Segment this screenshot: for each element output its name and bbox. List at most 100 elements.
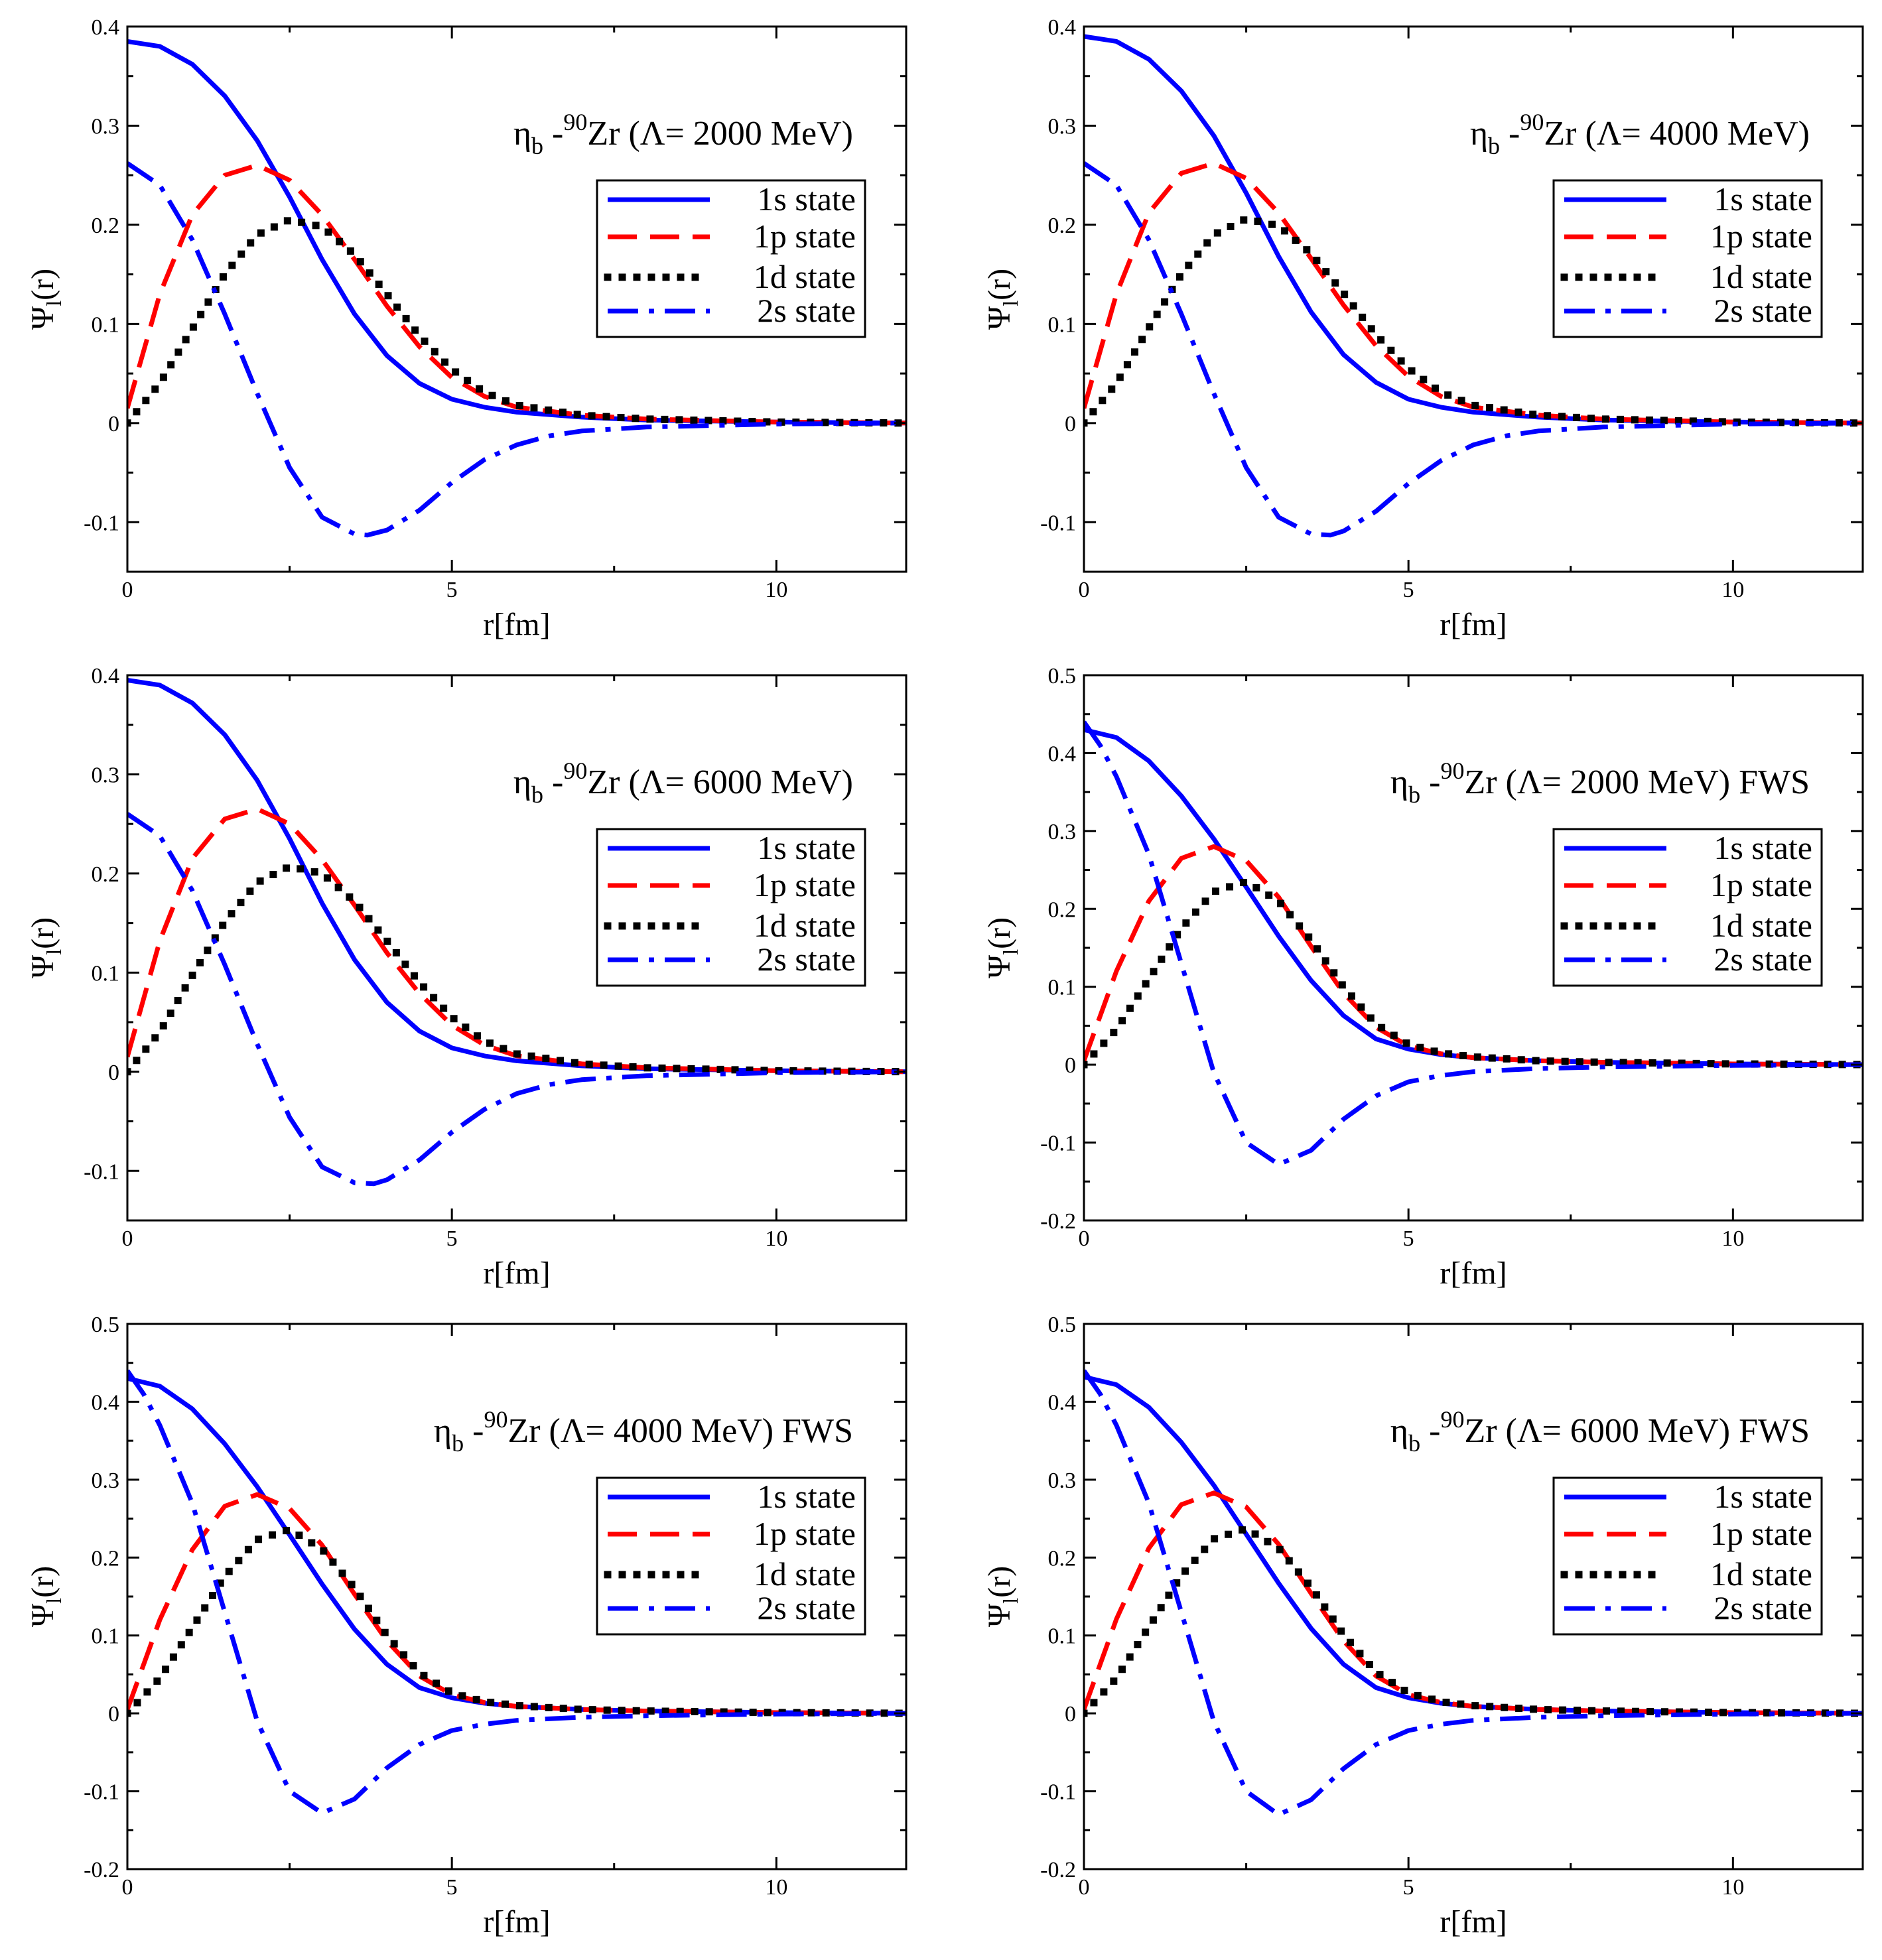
y-tick-label: 0.2 [92,1546,120,1571]
y-axis-label: Ψl(r) [25,917,66,978]
y-tick-label: 0.5 [92,1313,120,1337]
x-tick-label: 5 [1403,578,1414,602]
x-tick-label: 5 [1403,1875,1414,1900]
x-axis-label: r[fm] [483,1256,550,1291]
x-tick-label: 0 [1079,1226,1090,1251]
legend-label-1d: 1d state [1710,1555,1812,1593]
legend-label-1s: 1s state [1714,180,1812,218]
y-tick-label: -0.1 [1040,511,1076,535]
chart-panel-1: 0 5 10 -0.1 0 0.1 0.2 0.3 0.4 r[fm] Ψl(r) ηb -90Zr … [25,15,907,642]
series-line-2s [1084,161,1863,538]
legend-box [1552,1476,1823,1636]
series-line-2s [127,161,906,538]
x-tick-label: 5 [446,1875,458,1900]
y-axis-label: Ψl(r) [982,917,1022,978]
legend-box [596,1476,866,1636]
series-line-2s [127,812,906,1187]
y-axis-label: Ψl(r) [982,269,1022,330]
y-tick-label: -0.2 [1040,1209,1076,1234]
legend-box [596,828,866,987]
chart-panel-6: 0 5 10 -0.2 -0.1 0 0.1 0.2 0.3 0.4 0.5 r[fm] Ψl(r) ηb… [982,1313,1864,1939]
series-line-2s [1084,1369,1863,1817]
y-axis-label: Ψl(r) [25,269,66,330]
chart-panel-2: 0 5 10 -0.1 0 0.1 0.2 0.3 0.4 r[fm] Ψl(r) ηb -90Zr … [982,15,1864,642]
x-tick-label: 0 [1079,578,1090,602]
y-tick-label: 0.2 [1048,897,1077,922]
y-tick-label: 0.4 [92,1390,120,1415]
plot-frame [1083,25,1864,573]
y-tick-label: 0.3 [92,114,120,139]
x-tick-label: 10 [765,1226,787,1251]
y-tick-label: 0.1 [92,1624,120,1649]
legend-label-1p: 1p state [754,1515,856,1552]
y-tick-label: 0.1 [92,961,120,986]
x-axis-label: r[fm] [1440,1904,1507,1939]
legend-label-1d: 1d state [754,1555,856,1593]
panel-title: ηb -90Zr (Λ= 6000 MeV) FWS [1390,1406,1810,1457]
legend-label-1d: 1d state [1710,258,1812,295]
series-line-1d [1084,878,1863,1070]
series-line-1p [127,1492,906,1716]
y-tick-label: -0.1 [84,1159,119,1184]
legend-label-2s: 2s state [1714,292,1812,329]
legend-label-1s: 1s state [757,829,856,866]
y-tick-label: 0 [108,1702,119,1727]
panel-title: ηb -90Zr (Λ= 2000 MeV) FWS [1390,757,1810,808]
series-line-2s [1084,720,1863,1167]
y-tick-label: 0.3 [1048,114,1077,139]
y-tick-label: 0 [108,412,119,436]
y-tick-label: 0.3 [92,763,120,787]
legend-label-1d: 1d state [1710,907,1812,944]
plot-frame [126,674,907,1222]
y-tick-label: 0.1 [1048,1624,1077,1649]
legend-box [1552,179,1823,338]
y-tick-label: 0.4 [92,664,120,688]
x-tick-label: 5 [1403,1226,1414,1251]
y-tick-label: 0.5 [1048,664,1077,688]
panel-title: ηb -90Zr (Λ= 4000 MeV) [1470,109,1810,159]
x-tick-label: 0 [1079,1875,1090,1900]
legend-box [1552,828,1823,987]
y-tick-label: 0.3 [1048,820,1077,844]
chart-panel-3: 0 5 10 -0.1 0 0.1 0.2 0.3 0.4 r[fm] Ψl(r) ηb -90Zr … [25,664,907,1291]
x-axis-label: r[fm] [1440,607,1507,642]
chart-panel-5: 0 5 10 -0.2 -0.1 0 0.1 0.2 0.3 0.4 0.5 r[fm] Ψl(r) ηb… [25,1313,907,1939]
legend-label-2s: 2s state [1714,941,1812,978]
x-tick-label: 10 [1721,578,1744,602]
x-axis-label: r[fm] [1440,1256,1507,1291]
legend-box [596,179,866,338]
panel-title: ηb -90Zr (Λ= 4000 MeV) FWS [434,1406,853,1457]
x-tick-label: 5 [446,578,458,602]
legend-label-1d: 1d state [754,907,856,944]
y-tick-label: 0.1 [92,312,120,337]
legend-label-1p: 1p state [754,866,856,903]
y-tick-label: -0.1 [84,1780,119,1805]
y-tick-label: 0.2 [1048,1546,1077,1571]
series-line-1d [1084,1525,1863,1719]
series-line-1p [1084,844,1863,1067]
x-tick-label: 5 [446,1226,458,1251]
series-line-2s [127,1369,906,1815]
y-tick-label: -0.2 [84,1858,119,1882]
y-tick-label: 0.1 [1048,312,1077,337]
legend-label-1p: 1p state [1710,866,1812,903]
y-tick-label: 0 [108,1061,119,1085]
y-tick-label: 0.4 [92,15,120,40]
y-tick-label: 0.2 [92,862,120,887]
y-tick-label: 0.4 [1048,742,1077,766]
x-axis-label: r[fm] [483,1904,550,1939]
y-tick-label: 0.4 [1048,15,1077,40]
legend-label-1p: 1p state [1710,1515,1812,1552]
y-axis-label: Ψl(r) [25,1566,66,1627]
x-tick-label: 10 [765,1875,787,1900]
x-tick-label: 0 [122,578,133,602]
y-tick-label: 0.5 [1048,1313,1077,1337]
panel-title: ηb -90Zr (Λ= 2000 MeV) [513,109,853,159]
y-tick-label: 0.3 [92,1469,120,1493]
y-axis-label: Ψl(r) [982,1566,1022,1627]
y-tick-label: 0.3 [1048,1469,1077,1493]
